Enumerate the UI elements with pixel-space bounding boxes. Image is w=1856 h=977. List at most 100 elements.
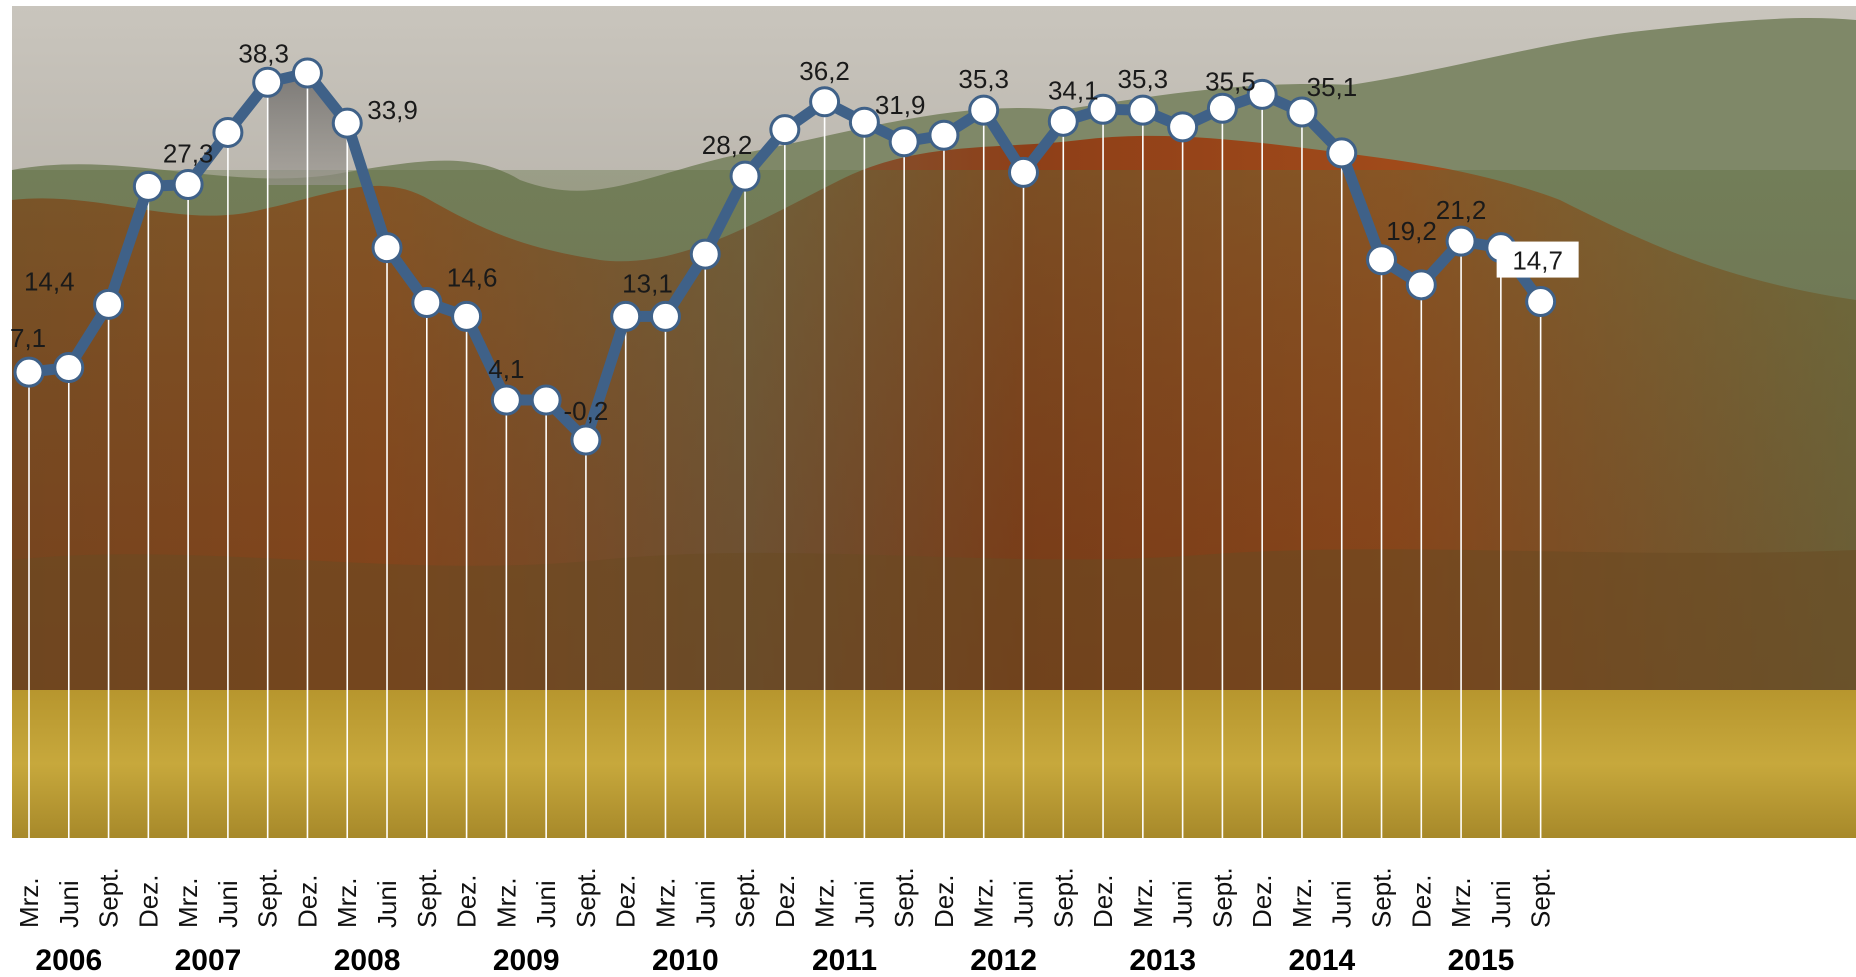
data-point <box>649 300 681 332</box>
year-label: 2006 <box>35 944 102 977</box>
year-label: 2013 <box>1129 944 1196 977</box>
x-tick-label: Mrz. <box>173 877 203 928</box>
data-point <box>888 126 920 158</box>
data-label: 27,3 <box>163 138 214 168</box>
x-tick-label: Dez. <box>1406 875 1436 928</box>
data-point <box>93 288 125 320</box>
x-tick-label: Juni <box>690 880 720 928</box>
x-tick-label: Dez. <box>770 875 800 928</box>
data-point <box>13 356 45 388</box>
data-point <box>848 106 880 138</box>
data-point <box>1167 111 1199 143</box>
x-tick-label: Mrz. <box>14 877 44 928</box>
data-label: 13,1 <box>622 268 673 298</box>
year-label: 2015 <box>1448 944 1515 977</box>
x-tick-label: Juni <box>531 880 561 928</box>
x-tick-label: Mrz. <box>1128 877 1158 928</box>
year-label: 2014 <box>1288 944 1355 977</box>
data-point <box>1405 269 1437 301</box>
data-point <box>331 107 363 139</box>
data-label: 19,2 <box>1386 216 1437 246</box>
data-point <box>451 300 483 332</box>
data-label: 33,9 <box>367 95 418 125</box>
x-tick-label: Juni <box>849 880 879 928</box>
data-point <box>968 94 1000 126</box>
data-point <box>1206 92 1238 124</box>
x-tick-label: Sept. <box>1207 867 1237 928</box>
x-tick-label: Dez. <box>133 875 163 928</box>
data-point <box>928 119 960 151</box>
year-label: 2009 <box>493 944 560 977</box>
x-tick-label: Sept. <box>1048 867 1078 928</box>
x-tick-label: Dez. <box>1247 875 1277 928</box>
data-point <box>689 238 721 270</box>
data-point <box>1246 78 1278 110</box>
data-label: 35,3 <box>1118 64 1169 94</box>
x-axis-tick-labels: Mrz. Juni Sept. Dez. Mrz. Juni Sept. Dez. Mrz. Ju… <box>14 867 1556 928</box>
data-point <box>172 168 204 200</box>
data-label: 34,1 <box>1048 75 1099 105</box>
last-value-label-box <box>1496 241 1579 278</box>
x-axis-year-labels: 2006 2007 2008 2009 2010 2011 2012 2013 2014 2015 <box>35 944 1514 977</box>
data-point <box>530 384 562 416</box>
x-tick-label: Sept. <box>1526 867 1556 928</box>
data-point <box>1127 94 1159 126</box>
data-point <box>570 424 602 456</box>
x-tick-label: Mrz. <box>650 877 680 928</box>
x-tick-label: Sept. <box>1367 867 1397 928</box>
data-label: 31,9 <box>875 90 926 120</box>
data-labels: 7,1 14,4 27,3 38,3 33,9 14,6 4,1 -0,2 13,1 28,2 36… <box>10 38 1579 426</box>
year-label: 2008 <box>334 944 401 977</box>
drop-lines <box>28 73 1542 838</box>
x-tick-label: Sept. <box>94 867 124 928</box>
data-point <box>769 114 801 146</box>
data-label: 38,3 <box>238 38 289 68</box>
data-point <box>1366 244 1398 276</box>
year-label: 2007 <box>175 944 242 977</box>
data-point <box>1008 156 1039 188</box>
x-tick-label: Sept. <box>571 867 601 928</box>
data-label: 4,1 <box>488 354 524 384</box>
x-tick-label: Juni <box>1327 880 1357 928</box>
x-tick-label: Mrz. <box>491 877 521 928</box>
x-tick-label: Dez. <box>611 875 641 928</box>
x-tick-label: Juni <box>1486 880 1516 928</box>
data-label: 14,4 <box>24 266 75 296</box>
data-label: 36,2 <box>799 56 850 86</box>
data-label: 35,3 <box>958 64 1009 94</box>
autumn-landscape-background <box>12 6 1856 838</box>
year-label: 2012 <box>970 944 1037 977</box>
x-tick-label: Dez. <box>929 875 959 928</box>
x-tick-label: Mrz. <box>332 877 362 928</box>
data-point <box>610 300 642 332</box>
x-tick-label: Mrz. <box>1446 877 1476 928</box>
x-tick-label: Juni <box>213 880 243 928</box>
data-point <box>371 232 403 264</box>
x-tick-label: Juni <box>1009 880 1039 928</box>
x-tick-label: Mrz. <box>1287 877 1317 928</box>
data-label: 35,5 <box>1205 66 1256 96</box>
data-point <box>291 57 323 89</box>
data-point <box>132 170 164 202</box>
x-tick-label: Sept. <box>889 867 919 928</box>
x-tick-label: Mrz. <box>810 877 840 928</box>
data-point <box>729 160 761 192</box>
data-point <box>490 384 522 416</box>
x-tick-label: Dez. <box>1088 875 1118 928</box>
x-tick-label: Sept. <box>253 867 283 928</box>
x-tick-label: Dez. <box>292 875 322 928</box>
data-label: 14,7 <box>1512 246 1563 276</box>
data-label: 21,2 <box>1436 195 1487 225</box>
data-markers <box>13 57 1557 456</box>
data-point <box>1286 96 1318 128</box>
x-tick-label: Juni <box>372 880 402 928</box>
x-tick-label: Dez. <box>452 875 482 928</box>
data-point <box>212 116 244 148</box>
data-point <box>252 66 284 98</box>
data-point <box>53 352 85 384</box>
data-point <box>1326 137 1358 169</box>
data-point <box>809 86 841 118</box>
year-label: 2011 <box>812 944 877 977</box>
data-point <box>411 286 443 318</box>
data-point <box>1047 105 1079 137</box>
